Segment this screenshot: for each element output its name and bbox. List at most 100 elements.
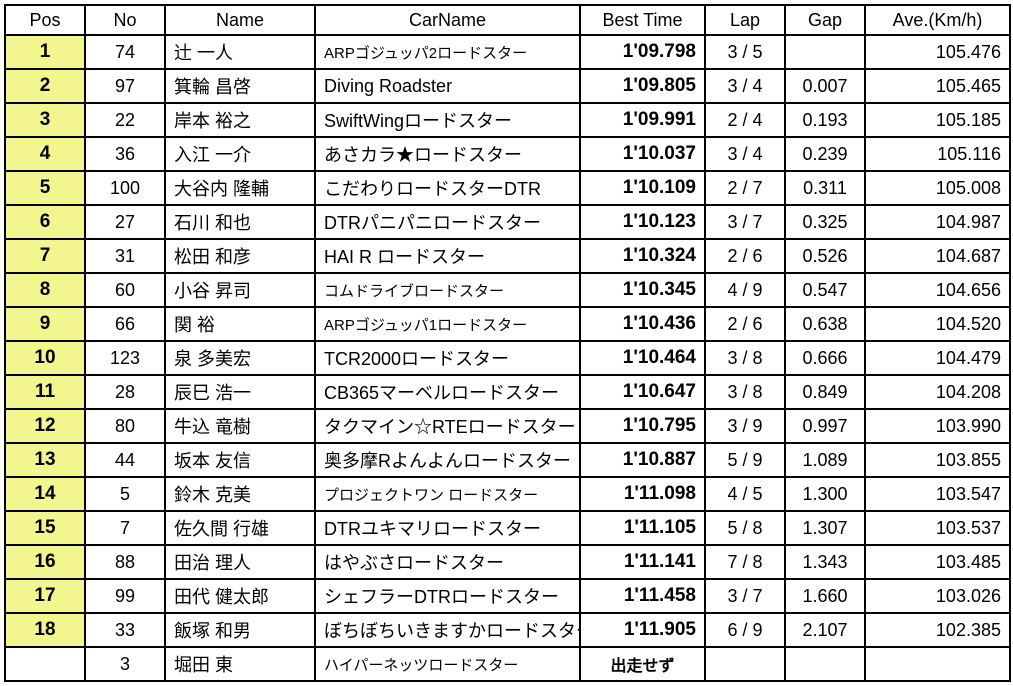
table-row: 174辻 一人ARPゴジュッパ2ロードスター1'09.7983 / 5105.4… xyxy=(5,35,1010,69)
cell-besttime: 1'10.464 xyxy=(580,341,705,375)
cell-lap: 2 / 6 xyxy=(705,307,785,341)
cell-carname: コムドライブロードスター xyxy=(315,273,580,307)
cell-carname: タクマイン☆RTEロードスター xyxy=(315,409,580,443)
cell-pos: 12 xyxy=(5,409,85,443)
cell-gap: 0.325 xyxy=(785,205,865,239)
cell-besttime: 1'10.037 xyxy=(580,137,705,171)
cell-ave: 103.537 xyxy=(865,511,1010,545)
cell-carname: DTRユキマリロードスター xyxy=(315,511,580,545)
cell-lap: 7 / 8 xyxy=(705,545,785,579)
cell-besttime: 1'10.887 xyxy=(580,443,705,477)
cell-besttime: 1'10.324 xyxy=(580,239,705,273)
cell-name: 関 裕 xyxy=(165,307,315,341)
cell-carname: ARPゴジュッパ1ロードスター xyxy=(315,307,580,341)
cell-ave: 103.547 xyxy=(865,477,1010,511)
cell-name: 辻 一人 xyxy=(165,35,315,69)
cell-ave: 104.208 xyxy=(865,375,1010,409)
cell-lap: 3 / 8 xyxy=(705,375,785,409)
cell-besttime: 出走せず xyxy=(580,647,705,681)
cell-besttime: 1'10.123 xyxy=(580,205,705,239)
cell-carname: HAI R ロードスター xyxy=(315,239,580,273)
header-no: No xyxy=(85,5,165,35)
table-row: 1833飯塚 和男ぼちぼちいきますかロードスター1'11.9056 / 92.1… xyxy=(5,613,1010,647)
cell-besttime: 1'09.805 xyxy=(580,69,705,103)
cell-name: 石川 和也 xyxy=(165,205,315,239)
cell-gap: 1.307 xyxy=(785,511,865,545)
cell-name: 松田 和彦 xyxy=(165,239,315,273)
cell-besttime: 1'10.109 xyxy=(580,171,705,205)
cell-gap: 0.526 xyxy=(785,239,865,273)
cell-carname: ハイパーネッツロードスター xyxy=(315,647,580,681)
header-lap: Lap xyxy=(705,5,785,35)
cell-no: 80 xyxy=(85,409,165,443)
cell-no: 3 xyxy=(85,647,165,681)
table-row: 3堀田 東ハイパーネッツロードスター出走せず xyxy=(5,647,1010,681)
cell-no: 5 xyxy=(85,477,165,511)
cell-no: 31 xyxy=(85,239,165,273)
cell-carname: TCR2000ロードスター xyxy=(315,341,580,375)
cell-name: 佐久間 行雄 xyxy=(165,511,315,545)
cell-lap: 4 / 9 xyxy=(705,273,785,307)
cell-ave: 103.990 xyxy=(865,409,1010,443)
table-row: 1128辰巳 浩一CB365マーベルロードスター1'10.6473 / 80.8… xyxy=(5,375,1010,409)
table-row: 1344坂本 友信奥多摩Rよんよんロードスター1'10.8875 / 91.08… xyxy=(5,443,1010,477)
cell-carname: あさカラ★ロードスター xyxy=(315,137,580,171)
cell-no: 123 xyxy=(85,341,165,375)
cell-ave: 103.855 xyxy=(865,443,1010,477)
header-besttime: Best Time xyxy=(580,5,705,35)
cell-no: 100 xyxy=(85,171,165,205)
cell-carname: こだわりロードスターDTR xyxy=(315,171,580,205)
table-row: 860小谷 昇司コムドライブロードスター1'10.3454 / 90.54710… xyxy=(5,273,1010,307)
cell-lap: 6 / 9 xyxy=(705,613,785,647)
cell-besttime: 1'09.798 xyxy=(580,35,705,69)
cell-lap: 3 / 4 xyxy=(705,137,785,171)
table-row: 157佐久間 行雄DTRユキマリロードスター1'11.1055 / 81.307… xyxy=(5,511,1010,545)
cell-no: 60 xyxy=(85,273,165,307)
cell-lap: 3 / 7 xyxy=(705,205,785,239)
cell-lap: 5 / 9 xyxy=(705,443,785,477)
cell-lap: 3 / 5 xyxy=(705,35,785,69)
cell-no: 7 xyxy=(85,511,165,545)
cell-gap: 0.193 xyxy=(785,103,865,137)
table-row: 966関 裕ARPゴジュッパ1ロードスター1'10.4362 / 60.6381… xyxy=(5,307,1010,341)
cell-no: 33 xyxy=(85,613,165,647)
cell-ave: 104.479 xyxy=(865,341,1010,375)
cell-name: 坂本 友信 xyxy=(165,443,315,477)
cell-ave: 104.987 xyxy=(865,205,1010,239)
cell-no: 66 xyxy=(85,307,165,341)
results-table: Pos No Name CarName Best Time Lap Gap Av… xyxy=(4,4,1011,682)
cell-gap: 0.666 xyxy=(785,341,865,375)
cell-no: 36 xyxy=(85,137,165,171)
cell-carname: ぼちぼちいきますかロードスター xyxy=(315,613,580,647)
cell-name: 牛込 竜樹 xyxy=(165,409,315,443)
cell-lap xyxy=(705,647,785,681)
cell-lap: 2 / 6 xyxy=(705,239,785,273)
cell-no: 27 xyxy=(85,205,165,239)
cell-carname: プロジェクトワン ロードスター xyxy=(315,477,580,511)
cell-gap: 0.239 xyxy=(785,137,865,171)
cell-pos: 1 xyxy=(5,35,85,69)
table-row: 1688田治 理人はやぶさロードスター1'11.1417 / 81.343103… xyxy=(5,545,1010,579)
cell-no: 97 xyxy=(85,69,165,103)
cell-gap: 0.007 xyxy=(785,69,865,103)
cell-besttime: 1'11.141 xyxy=(580,545,705,579)
cell-carname: CB365マーベルロードスター xyxy=(315,375,580,409)
cell-pos: 15 xyxy=(5,511,85,545)
cell-lap: 3 / 7 xyxy=(705,579,785,613)
header-row: Pos No Name CarName Best Time Lap Gap Av… xyxy=(5,5,1010,35)
cell-lap: 2 / 7 xyxy=(705,171,785,205)
table-row: 1799田代 健太郎シェフラーDTRロードスター1'11.4583 / 71.6… xyxy=(5,579,1010,613)
cell-carname: ARPゴジュッパ2ロードスター xyxy=(315,35,580,69)
cell-no: 44 xyxy=(85,443,165,477)
cell-name: 飯塚 和男 xyxy=(165,613,315,647)
cell-besttime: 1'11.105 xyxy=(580,511,705,545)
cell-ave: 104.687 xyxy=(865,239,1010,273)
cell-gap: 1.343 xyxy=(785,545,865,579)
cell-name: 泉 多美宏 xyxy=(165,341,315,375)
cell-besttime: 1'11.905 xyxy=(580,613,705,647)
cell-ave: 105.185 xyxy=(865,103,1010,137)
cell-name: 堀田 東 xyxy=(165,647,315,681)
cell-carname: はやぶさロードスター xyxy=(315,545,580,579)
header-name: Name xyxy=(165,5,315,35)
cell-pos: 17 xyxy=(5,579,85,613)
